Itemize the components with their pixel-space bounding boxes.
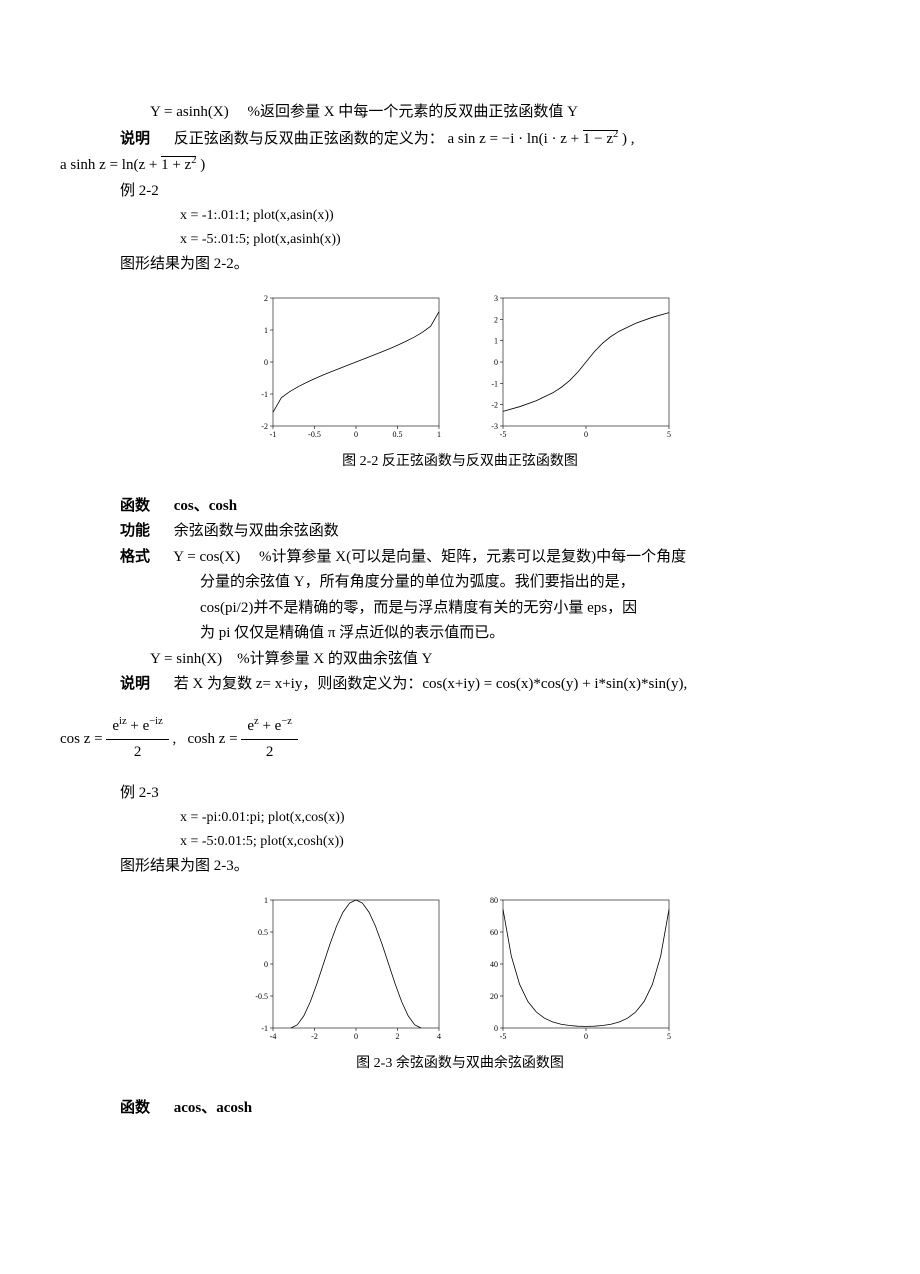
svg-text:-2: -2 — [491, 401, 498, 410]
svg-text:-2: -2 — [311, 1032, 318, 1041]
svg-text:0: 0 — [264, 358, 268, 367]
chart-cosh: 020406080-505 — [475, 894, 675, 1044]
sinh-format: Y = sinh(X) %计算参量 X 的双曲余弦值 Y — [60, 647, 860, 673]
code-line-2: x = -5:.01:5; plot(x,asinh(x)) — [60, 228, 860, 252]
result-text-22: 图形结果为图 2-2。 — [60, 252, 860, 278]
svg-text:-5: -5 — [500, 430, 507, 439]
feat-cos-value: 余弦函数与双曲余弦函数 — [174, 523, 339, 539]
svg-text:0: 0 — [494, 1024, 498, 1033]
label-feat: 功能 — [120, 519, 170, 545]
asinh-code: Y = asinh(X) — [150, 104, 229, 120]
func-acos-line: 函数 acos、acosh — [60, 1096, 860, 1122]
svg-text:0: 0 — [354, 1032, 358, 1041]
func-acos-value: acos、acosh — [174, 1100, 252, 1116]
svg-text:0: 0 — [354, 430, 358, 439]
cos-equations: cos z = eiz + e−iz2 , cosh z = ez + e−z2 — [60, 713, 860, 766]
example-2-3-label: 例 2-3 — [60, 781, 860, 807]
svg-text:40: 40 — [490, 960, 498, 969]
func-cos-value: cos、cosh — [174, 498, 237, 514]
svg-text:-0.5: -0.5 — [308, 430, 321, 439]
feat-cos-line: 功能 余弦函数与双曲余弦函数 — [60, 519, 860, 545]
svg-text:-3: -3 — [491, 422, 498, 431]
sinh-code: Y = sinh(X) — [150, 651, 222, 667]
svg-text:0.5: 0.5 — [393, 430, 403, 439]
asin-formula: a sin z = −i · ln(i · z + 1 − z2 ) , — [448, 130, 635, 147]
chart-asinh: -3 -2 -1 0 1 2 3 -5 0 5 — [475, 292, 675, 442]
svg-text:-1: -1 — [261, 1024, 268, 1033]
asin-explain-text: 反正弦函数与反双曲正弦函数的定义为： — [174, 131, 444, 147]
svg-text:-4: -4 — [270, 1032, 277, 1041]
caption-2-3: 图 2-3 余弦函数与双曲余弦函数图 — [60, 1052, 860, 1076]
svg-text:60: 60 — [490, 928, 498, 937]
svg-text:-1: -1 — [261, 390, 268, 399]
svg-text:80: 80 — [490, 896, 498, 905]
cos-format-desc4: 为 pi 仅仅是精确值 π 浮点近似的表示值而已。 — [60, 621, 860, 647]
format-cos-line1: 格式 Y = cos(X) %计算参量 X(可以是向量、矩阵，元素可以是复数)中… — [60, 545, 860, 571]
svg-text:-1: -1 — [491, 379, 498, 388]
func-cos-line: 函数 cos、cosh — [60, 494, 860, 520]
svg-text:-0.5: -0.5 — [255, 992, 268, 1001]
cos-format-desc3: cos(pi/2)并不是精确的零，而是与浮点精度有关的无穷小量 eps，因 — [60, 596, 860, 622]
cos-format-pre: Y = cos(X) — [173, 549, 240, 565]
svg-text:0: 0 — [584, 430, 588, 439]
label-func: 函数 — [120, 494, 170, 520]
svg-text:0: 0 — [264, 960, 268, 969]
code-line-3: x = -pi:0.01:pi; plot(x,cos(x)) — [60, 806, 860, 830]
svg-text:1: 1 — [264, 326, 268, 335]
asinh-desc: %返回参量 X 中每一个元素的反双曲正弦函数值 Y — [247, 104, 577, 120]
cos-format-desc2: 分量的余弦值 Y，所有角度分量的单位为弧度。我们要指出的是， — [60, 570, 860, 596]
svg-text:0: 0 — [584, 1032, 588, 1041]
svg-text:20: 20 — [490, 992, 498, 1001]
svg-text:2: 2 — [396, 1032, 400, 1041]
code-line-1: x = -1:.01:1; plot(x,asin(x)) — [60, 204, 860, 228]
sinh-desc: %计算参量 X 的双曲余弦值 Y — [237, 651, 432, 667]
svg-text:1: 1 — [264, 896, 268, 905]
chart-asin: -2-1012-1-0.500.51 — [245, 292, 445, 442]
svg-text:5: 5 — [667, 1032, 671, 1041]
cos-explain-line: 说明 若 X 为复数 z= x+iy，则函数定义为：cos(x+iy) = co… — [60, 672, 860, 698]
svg-text:-2: -2 — [261, 422, 268, 431]
result-text-23: 图形结果为图 2-3。 — [60, 854, 860, 880]
svg-text:4: 4 — [437, 1032, 441, 1041]
asinh-formula: a sinh z = ln(z + 1 + z2 ) — [60, 152, 860, 179]
svg-text:0.5: 0.5 — [258, 928, 268, 937]
svg-text:0: 0 — [494, 358, 498, 367]
svg-text:-1: -1 — [270, 430, 277, 439]
label-shuoming: 说明 — [120, 127, 170, 153]
label-format: 格式 — [120, 545, 170, 571]
svg-text:-5: -5 — [500, 1032, 507, 1041]
label-func-2: 函数 — [120, 1096, 170, 1122]
svg-text:1: 1 — [437, 430, 441, 439]
figure-2-3-row: -1-0.500.51-4-2024 020406080-505 — [60, 894, 860, 1044]
svg-text:2: 2 — [264, 294, 268, 303]
example-2-2-label: 例 2-2 — [60, 179, 860, 205]
chart-cos: -1 -0.5 0 0.5 1 -4 -2 0 2 4 — [245, 894, 445, 1044]
cos-explain-text: 若 X 为复数 z= x+iy，则函数定义为：cos(x+iy) = cos(x… — [174, 676, 688, 692]
svg-text:5: 5 — [667, 430, 671, 439]
caption-2-2: 图 2-2 反正弦函数与反双曲正弦函数图 — [60, 450, 860, 474]
code-line-4: x = -5:0.01:5; plot(x,cosh(x)) — [60, 830, 860, 854]
svg-text:2: 2 — [494, 315, 498, 324]
label-shuoming-2: 说明 — [120, 672, 170, 698]
svg-text:3: 3 — [494, 294, 498, 303]
asinh-format: Y = asinh(X) %返回参量 X 中每一个元素的反双曲正弦函数值 Y — [60, 100, 860, 126]
svg-text:1: 1 — [494, 337, 498, 346]
figure-2-2-row: -2-1012-1-0.500.51 -3-2-10123-505 — [60, 292, 860, 442]
asin-explain-line: 说明 反正弦函数与反双曲正弦函数的定义为： a sin z = −i · ln(… — [60, 126, 860, 153]
cos-format-desc1: %计算参量 X(可以是向量、矩阵，元素可以是复数)中每一个角度 — [259, 549, 686, 565]
